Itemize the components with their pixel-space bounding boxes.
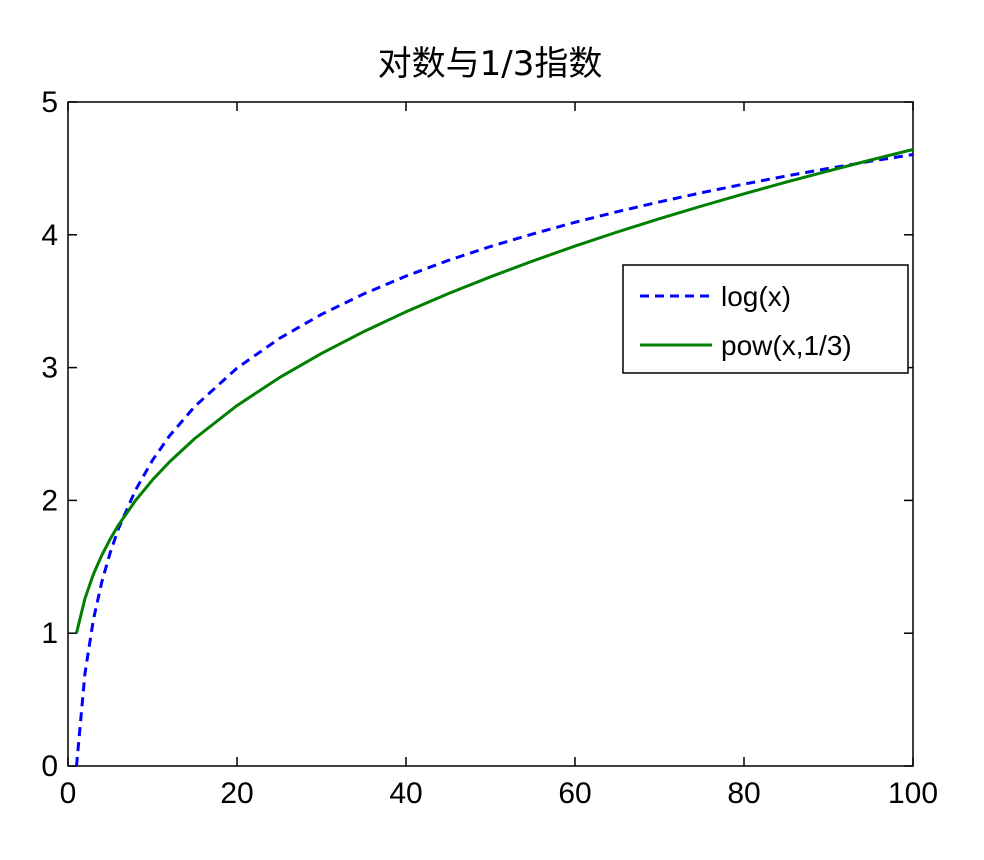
chart-title: 对数与1/3指数 — [378, 44, 603, 84]
axis-ticks: 0 20 40 60 80 100 0 1 2 3 4 5 — [41, 86, 938, 810]
y-tick-label: 0 — [41, 750, 58, 783]
x-tick-label: 20 — [220, 777, 253, 810]
x-tick-label: 40 — [389, 777, 422, 810]
y-tick-label: 5 — [41, 86, 58, 119]
series-line-log — [75, 153, 914, 767]
y-tick-label: 3 — [41, 352, 58, 385]
x-tick-label: 100 — [888, 777, 938, 810]
series-layer — [75, 148, 914, 767]
x-tick-label: 80 — [727, 777, 760, 810]
x-tick-label: 0 — [60, 777, 77, 810]
legend-label-pow: pow(x,1/3) — [721, 330, 852, 361]
x-tick-label: 60 — [558, 777, 591, 810]
plot-area — [67, 101, 914, 767]
y-tick-label: 2 — [41, 484, 58, 517]
y-tick-label: 1 — [41, 617, 58, 650]
series-line-pow — [75, 148, 914, 634]
legend: log(x) pow(x,1/3) — [622, 264, 909, 374]
y-tick-label: 4 — [41, 219, 58, 252]
legend-box — [622, 264, 909, 374]
legend-label-log: log(x) — [721, 281, 791, 312]
